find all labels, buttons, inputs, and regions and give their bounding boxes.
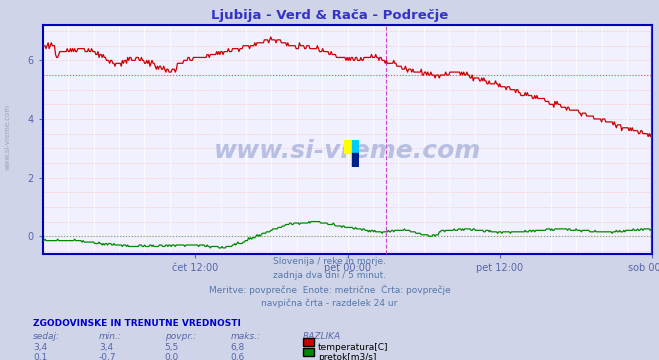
Text: RAZLIKA: RAZLIKA	[303, 332, 341, 341]
Text: Ljubija - Verd & Rača - Podrečje: Ljubija - Verd & Rača - Podrečje	[211, 9, 448, 22]
Text: min.:: min.:	[99, 332, 122, 341]
Text: zadnja dva dni / 5 minut.: zadnja dva dni / 5 minut.	[273, 271, 386, 280]
Text: 3,4: 3,4	[99, 343, 113, 352]
Text: povpr.:: povpr.:	[165, 332, 196, 341]
Text: sedaj:: sedaj:	[33, 332, 60, 341]
Bar	[345, 140, 352, 153]
Text: www.si-vreme.com: www.si-vreme.com	[214, 139, 481, 163]
Text: 3,4: 3,4	[33, 343, 47, 352]
Text: www.si-vreme.com: www.si-vreme.com	[5, 104, 11, 170]
Text: 0,1: 0,1	[33, 353, 47, 360]
Text: ZGODOVINSKE IN TRENUTNE VREDNOSTI: ZGODOVINSKE IN TRENUTNE VREDNOSTI	[33, 319, 241, 328]
Text: 0,0: 0,0	[165, 353, 179, 360]
Text: 6,8: 6,8	[231, 343, 245, 352]
Text: 5,5: 5,5	[165, 343, 179, 352]
Text: temperatura[C]: temperatura[C]	[318, 343, 388, 352]
Text: pretok[m3/s]: pretok[m3/s]	[318, 353, 376, 360]
Text: navpična črta - razdelek 24 ur: navpična črta - razdelek 24 ur	[262, 298, 397, 308]
Text: 0,6: 0,6	[231, 353, 245, 360]
Text: Slovenija / reke in morje.: Slovenija / reke in morje.	[273, 257, 386, 266]
Text: Meritve: povprečne  Enote: metrične  Črta: povprečje: Meritve: povprečne Enote: metrične Črta:…	[209, 285, 450, 295]
Bar	[352, 140, 359, 153]
Text: -0,7: -0,7	[99, 353, 117, 360]
Bar	[352, 153, 359, 167]
Text: maks.:: maks.:	[231, 332, 261, 341]
